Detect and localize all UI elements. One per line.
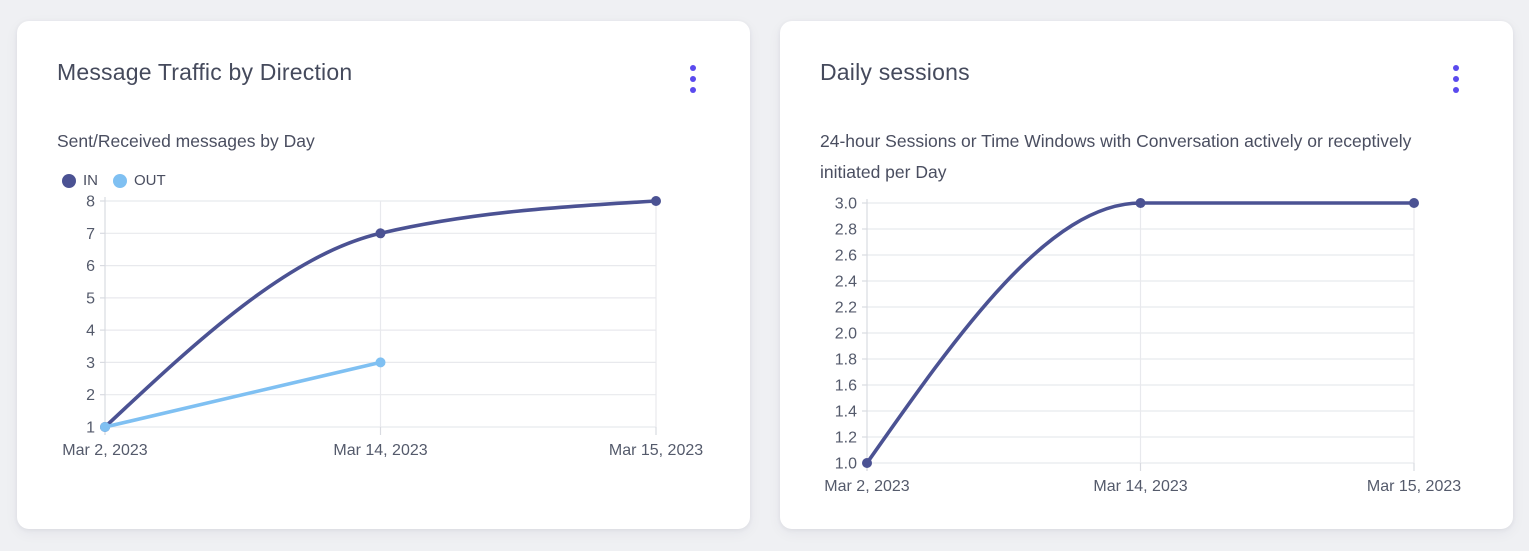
kebab-menu-icon[interactable]	[1445, 59, 1467, 99]
chart-legend: IN OUT	[62, 172, 710, 189]
kebab-dot	[1453, 65, 1459, 71]
svg-text:2.6: 2.6	[835, 248, 857, 265]
svg-text:2.8: 2.8	[835, 222, 857, 239]
svg-text:7: 7	[86, 226, 95, 243]
svg-text:1.4: 1.4	[835, 404, 857, 421]
kebab-dot	[1453, 76, 1459, 82]
card-header: Message Traffic by Direction	[57, 59, 710, 99]
svg-text:2.2: 2.2	[835, 300, 857, 317]
legend-label-in: IN	[83, 172, 98, 189]
card-subtitle-daily-sessions: 24-hour Sessions or Time Windows with Co…	[820, 131, 1412, 182]
svg-text:3.0: 3.0	[835, 196, 857, 213]
legend-item-in: IN	[62, 172, 98, 189]
legend-item-out: OUT	[113, 172, 166, 189]
svg-text:6: 6	[86, 258, 95, 275]
card-subtitle-message-traffic: Sent/Received messages by Day	[57, 131, 315, 151]
legend-dot-out	[113, 173, 127, 188]
kebab-dot	[690, 87, 696, 93]
card-title-daily-sessions: Daily sessions	[820, 59, 970, 85]
card-message-traffic: Message Traffic by Direction Sent/Receiv…	[17, 21, 750, 529]
kebab-dot	[690, 65, 696, 71]
svg-text:Mar 14, 2023: Mar 14, 2023	[1093, 478, 1187, 495]
legend-dot-in	[62, 173, 76, 188]
svg-text:4: 4	[86, 323, 95, 340]
svg-text:Mar 15, 2023: Mar 15, 2023	[1367, 478, 1461, 495]
kebab-dot	[1453, 87, 1459, 93]
svg-text:2.0: 2.0	[835, 326, 857, 343]
svg-text:2: 2	[86, 387, 95, 404]
svg-text:1.0: 1.0	[835, 456, 857, 473]
svg-text:1: 1	[86, 420, 95, 437]
svg-text:1.8: 1.8	[835, 352, 857, 369]
kebab-menu-icon[interactable]	[682, 59, 704, 99]
svg-text:Mar 14, 2023: Mar 14, 2023	[333, 442, 427, 459]
svg-text:1.2: 1.2	[835, 430, 857, 447]
svg-text:5: 5	[86, 290, 95, 307]
line-chart-daily-sessions: 3.0 2.8 2.6 2.4 2.2 2.0 1.8 1.6 1.4 1.2 1.0 Mar 2, …	[824, 196, 1461, 496]
svg-text:Mar 2, 2023: Mar 2, 2023	[824, 478, 909, 495]
card-title-message-traffic: Message Traffic by Direction	[57, 59, 353, 85]
svg-text:1.6: 1.6	[835, 378, 857, 395]
svg-text:2.4: 2.4	[835, 274, 857, 291]
line-chart-message-traffic: 8 7 6 5 4 3 2 1 Mar 2, 2023 Mar 14, 2023 Mar 15, 2…	[62, 194, 703, 460]
card-header: Daily sessions	[820, 59, 1473, 99]
svg-text:3: 3	[86, 355, 95, 372]
kebab-dot	[690, 76, 696, 82]
svg-text:Mar 2, 2023: Mar 2, 2023	[62, 442, 147, 459]
legend-label-out: OUT	[134, 172, 166, 189]
svg-text:8: 8	[86, 194, 95, 211]
svg-text:Mar 15, 2023: Mar 15, 2023	[609, 442, 703, 459]
card-daily-sessions: Daily sessions 24-hour Sessions or Time …	[780, 21, 1513, 529]
